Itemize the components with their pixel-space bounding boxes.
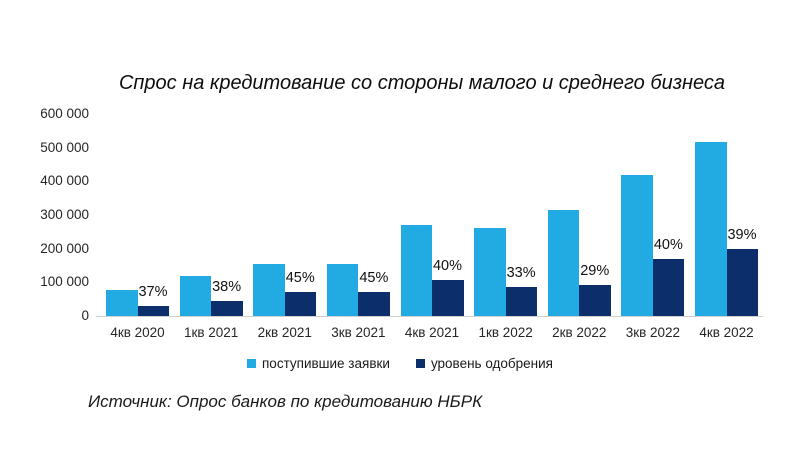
bar-group: 45% 2кв 2021: [253, 114, 317, 340]
approval-pct-label: 29%: [580, 263, 610, 280]
y-tick-label: 300 000: [40, 207, 89, 222]
approval-pct-label: 40%: [432, 257, 463, 274]
bar-approvals: [358, 292, 390, 316]
bar-applications: [253, 263, 285, 316]
bar-group: 40% 4кв 2021: [400, 114, 464, 340]
legend-label-approvals: уровень одобрения: [430, 356, 553, 371]
bar-approvals: [579, 285, 611, 316]
bar-applications: [326, 263, 359, 316]
x-tick-label: 4кв 2022: [699, 325, 754, 340]
bar-approvals: [211, 300, 243, 316]
bar-approvals: [137, 306, 169, 316]
bar-approvals: [284, 292, 317, 316]
bar-applications: [106, 289, 138, 316]
bar-group: 39% 4кв 2022: [695, 114, 758, 340]
bar-applications: [547, 209, 580, 316]
y-tick-label: 0: [81, 308, 89, 323]
approval-pct-label: 45%: [359, 270, 389, 287]
bar-group: 40% 3кв 2022: [621, 114, 685, 340]
bar-approvals: [652, 259, 685, 316]
y-tick-label: 200 000: [40, 240, 89, 256]
bar-approvals: [432, 279, 464, 316]
source-note: Источник: Опрос банков по кредитованию Н…: [88, 392, 483, 411]
bar-applications: [179, 275, 212, 316]
legend-item-applications: поступившие заявки: [247, 356, 390, 371]
x-tick-label: 1кв 2022: [478, 325, 533, 340]
approval-pct-label: 37%: [138, 284, 168, 301]
bar-group: 33% 1кв 2022: [474, 114, 538, 340]
approval-pct-label: 39%: [727, 226, 757, 243]
y-tick-label: 100 000: [40, 274, 89, 290]
bar-group: 45% 3кв 2021: [326, 114, 390, 340]
bar-group: 29% 2кв 2022: [547, 114, 611, 340]
bar-approvals: [505, 287, 538, 316]
x-tick-label: 1кв 2021: [183, 325, 239, 340]
x-tick-label: 2кв 2022: [552, 325, 607, 340]
legend-label-applications: поступившие заявки: [262, 356, 390, 371]
legend-swatch-applications-icon: [247, 359, 256, 368]
approval-pct-label: 40%: [653, 237, 683, 254]
bar-approvals: [726, 248, 758, 316]
x-tick-label: 2кв 2021: [257, 325, 312, 340]
legend: поступившие заявки уровень одобрения: [0, 356, 800, 371]
x-tick-label: 4кв 2021: [404, 325, 460, 340]
x-tick-label: 4кв 2020: [110, 325, 165, 340]
plot-area: 37% 4кв 2020 38% 1кв 2021 45% 2кв 2021 45% 3кв …: [96, 114, 763, 340]
bar-group: 37% 4кв 2020: [106, 114, 169, 340]
approval-pct-label: 45%: [285, 270, 315, 287]
legend-item-approvals: уровень одобрения: [415, 356, 553, 371]
legend-swatch-approvals-icon: [415, 359, 425, 368]
bar-applications: [400, 225, 432, 316]
chart-title: Спрос на кредитование со стороны малого …: [118, 72, 726, 94]
bar-applications: [621, 174, 653, 316]
x-tick-label: 3кв 2021: [331, 325, 386, 340]
x-tick-label: 3кв 2022: [625, 325, 681, 340]
y-tick-label: 400 000: [40, 173, 89, 189]
y-axis: 600 000 500 000 400 000 300 000 200 000 100 0…: [0, 106, 89, 323]
y-tick-label: 500 000: [40, 139, 89, 155]
bar-applications: [695, 141, 727, 316]
approval-pct-label: 38%: [212, 278, 242, 295]
approval-pct-label: 33%: [506, 265, 536, 282]
bar-applications: [474, 227, 506, 316]
y-tick-label: 600 000: [40, 106, 89, 121]
bar-group: 38% 1кв 2021: [179, 114, 243, 340]
